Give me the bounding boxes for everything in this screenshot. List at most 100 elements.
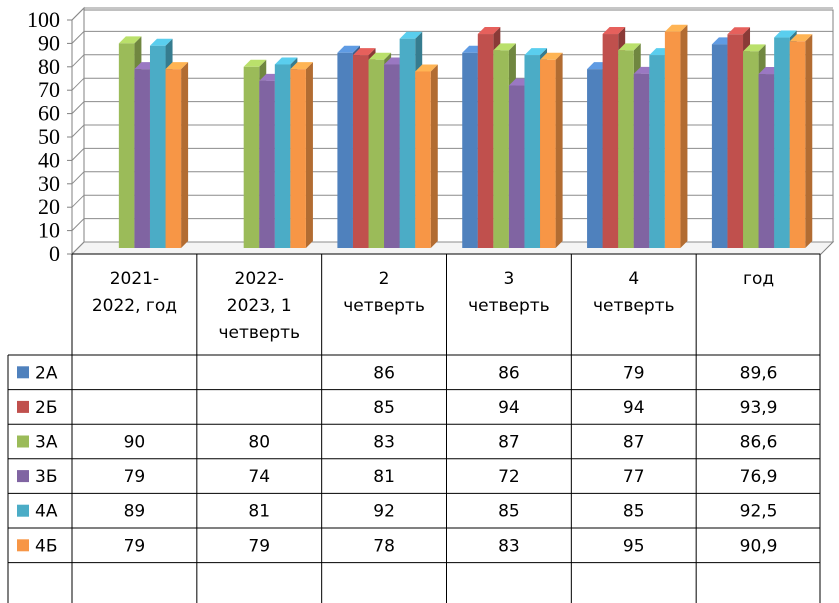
bar-front <box>649 55 665 248</box>
bar-front <box>508 85 525 249</box>
bar-front <box>524 55 541 248</box>
y-tick-label: 50 <box>38 124 60 149</box>
bar-top <box>352 48 376 56</box>
bar-front <box>149 45 166 248</box>
bar-4Б-3 <box>540 52 563 248</box>
bar-side <box>555 52 563 248</box>
bar-side <box>430 64 438 248</box>
bar-front <box>618 50 634 248</box>
y-tick-label: 90 <box>38 30 60 55</box>
bar-front <box>789 41 806 248</box>
gridline <box>71 171 833 185</box>
data-cell: 86 <box>498 363 520 383</box>
bar-top <box>493 43 516 51</box>
data-cell: 89 <box>124 502 146 522</box>
data-cell: 85 <box>373 398 395 418</box>
gridline <box>71 30 833 44</box>
bar-4Б-2 <box>415 64 438 248</box>
bar-top <box>165 62 189 70</box>
legend-swatch-3А <box>17 435 29 448</box>
category-label: четверть <box>593 296 675 316</box>
category-label: 2021- <box>110 269 159 289</box>
data-cell: 78 <box>373 536 395 556</box>
category-label: 2 <box>379 269 390 289</box>
data-cell: 95 <box>623 536 645 556</box>
bar-front <box>415 71 431 248</box>
data-cell: 85 <box>498 502 520 522</box>
category-label: четверть <box>468 296 550 316</box>
bar-front <box>290 69 306 248</box>
y-tick-label: 0 <box>49 241 60 266</box>
bar-top <box>368 52 392 60</box>
bar-front <box>711 44 728 248</box>
gridline <box>71 147 833 161</box>
bar-top <box>149 38 173 46</box>
data-cell: 92,5 <box>740 502 778 522</box>
bar-side <box>680 24 688 249</box>
bar-top <box>618 43 641 51</box>
data-cell: 80 <box>248 433 270 453</box>
gridline <box>71 77 833 91</box>
bar-front <box>165 69 182 248</box>
bar-front <box>274 64 291 249</box>
bar-front <box>602 34 619 248</box>
data-cell: 94 <box>498 398 520 418</box>
bar-top <box>664 24 688 32</box>
bar-front <box>664 31 681 249</box>
y-tick-label: 100 <box>27 7 60 32</box>
bar-front <box>118 43 135 249</box>
bar-4Б-5 <box>789 34 813 248</box>
data-cell: 81 <box>248 502 270 522</box>
data-cell: 79 <box>124 536 146 556</box>
data-cell: 89,6 <box>740 363 778 383</box>
bar-top <box>243 59 267 67</box>
bar-front <box>462 52 478 249</box>
legend-label: 2А <box>35 363 58 383</box>
y-tick-label: 60 <box>38 101 60 126</box>
data-cell: 86,6 <box>740 433 778 453</box>
bar-front <box>243 66 260 248</box>
bar-top <box>540 52 563 60</box>
category-label: 2022- <box>235 269 284 289</box>
bar-top <box>602 27 626 35</box>
data-cell: 76,9 <box>740 467 778 487</box>
bar-top <box>477 27 501 35</box>
legend-swatch-4Б <box>17 539 29 552</box>
y-tick-label: 70 <box>38 77 60 102</box>
data-cell: 79 <box>623 363 645 383</box>
data-cell: 77 <box>623 467 645 487</box>
bar-front <box>384 64 400 249</box>
gridline <box>71 101 833 114</box>
legend-label: 3Б <box>35 467 57 487</box>
bar-4Б-1 <box>290 62 313 248</box>
legend-label: 4А <box>35 502 58 522</box>
y-tick-label: 80 <box>38 54 60 79</box>
data-cell: 85 <box>623 502 645 522</box>
y-tick-label: 10 <box>38 218 60 243</box>
bar-front <box>337 52 353 249</box>
bar-top <box>774 30 797 38</box>
data-cell: 83 <box>498 536 520 556</box>
legend-swatch-2А <box>17 366 29 379</box>
legend-swatch-3Б <box>17 470 29 483</box>
data-cell: 83 <box>373 433 395 453</box>
bar-front <box>587 69 603 248</box>
data-cell: 86 <box>373 363 395 383</box>
bar-front <box>743 51 759 248</box>
category-label: 3 <box>504 269 515 289</box>
gridline <box>71 241 833 255</box>
bar-side <box>305 62 313 248</box>
bar-4Б-0 <box>165 62 189 248</box>
bar-front <box>399 38 416 248</box>
data-cell: 90 <box>124 433 146 453</box>
category-label: год <box>743 269 774 289</box>
bar-top <box>727 27 751 35</box>
bar-top <box>274 57 298 65</box>
bar-front <box>774 37 790 248</box>
data-cell: 92 <box>373 502 395 522</box>
bar-front <box>727 34 744 248</box>
legend-swatch-2Б <box>17 400 29 413</box>
bar-front <box>540 59 556 248</box>
data-cell: 81 <box>373 467 395 487</box>
